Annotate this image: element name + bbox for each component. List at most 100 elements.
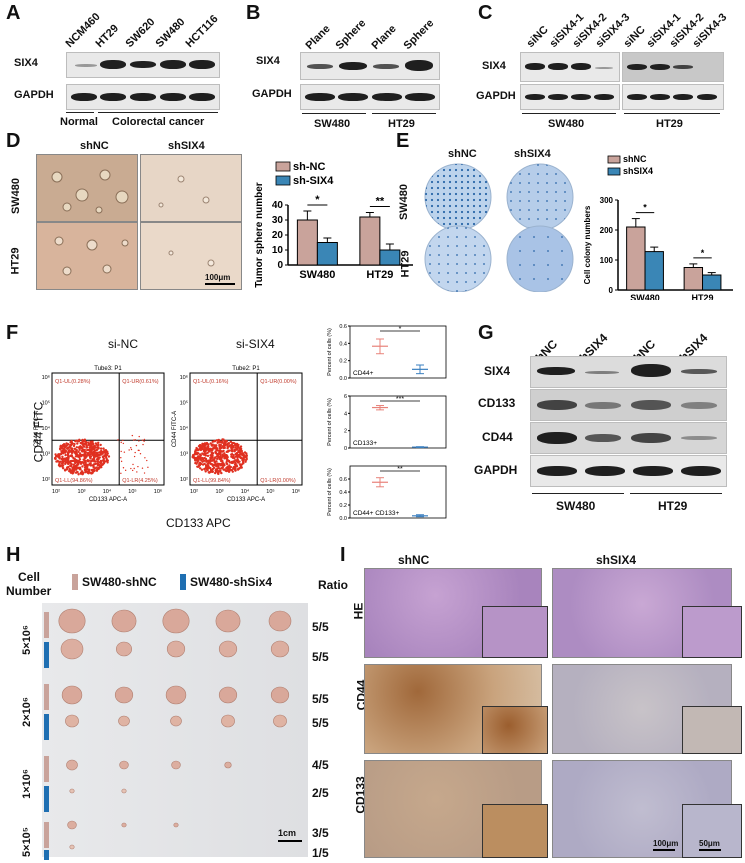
group-label: HT29 <box>388 118 415 130</box>
y-tick-label: 200 <box>600 226 614 235</box>
event-dot <box>93 449 97 452</box>
x-tick-label: 10⁴ <box>103 488 112 495</box>
event-dot <box>69 464 72 467</box>
row-label: HT29 <box>9 247 22 275</box>
event-dot <box>222 449 225 453</box>
event-dot <box>208 460 211 464</box>
event-dot <box>215 460 218 463</box>
event-dot <box>220 463 223 466</box>
col-label: shNC <box>448 148 477 160</box>
event-dot <box>225 462 229 466</box>
event-dot <box>102 447 105 450</box>
event-dot <box>124 469 127 472</box>
x-tick-label: HT29 <box>366 269 393 281</box>
tumor <box>69 788 75 794</box>
event-dot <box>134 439 136 441</box>
event-dot <box>203 467 206 471</box>
tumor <box>58 608 86 634</box>
event-dot <box>96 460 99 463</box>
subplot-tag: CD44+ CD133+ <box>353 510 399 517</box>
flow-events <box>53 434 149 476</box>
bar <box>379 249 401 266</box>
event-dot <box>89 445 93 448</box>
event-dot <box>221 465 225 469</box>
western-blot-six4-ht29 <box>622 52 724 82</box>
event-dot <box>79 454 83 458</box>
significance-marker: * <box>643 203 647 213</box>
event-dot <box>230 455 233 458</box>
event-dot <box>70 451 74 455</box>
y-tick-label: 0.6 <box>339 477 347 483</box>
event-dot <box>239 447 243 451</box>
event-dot <box>201 460 204 463</box>
sphere-image-sw480-shnc <box>36 154 138 222</box>
event-dot <box>67 442 70 446</box>
event-dot <box>242 453 245 456</box>
event-dot <box>203 442 207 445</box>
y-tick-label: 10² <box>42 477 50 483</box>
panel-label-i: I <box>340 544 346 566</box>
event-dot <box>65 456 69 460</box>
row-label: SIX4 <box>256 55 280 67</box>
group-label: SW480 <box>548 118 585 130</box>
event-dot <box>93 460 96 463</box>
event-dot <box>223 443 227 447</box>
event-dot <box>207 450 211 453</box>
ratio-value: 5/5 <box>312 692 329 706</box>
tumor <box>218 640 238 658</box>
event-dot <box>243 451 247 454</box>
event-dot <box>210 455 213 458</box>
event-dot <box>222 446 226 449</box>
event-dot <box>77 450 80 453</box>
subplot-frame <box>349 465 447 519</box>
y-tick-label: 0.4 <box>339 490 347 496</box>
ratio-value: 4/5 <box>312 758 329 772</box>
event-dot <box>96 457 100 460</box>
event-dot <box>96 443 100 447</box>
event-dot <box>76 461 79 464</box>
flow-cytometry-plot-sinc: Tube3: P1 Q1-UL(0.28%) Q1-UR(0.61%) Q1-LL(9… <box>34 366 165 503</box>
lane-label: SW620 <box>123 16 158 50</box>
event-dot <box>245 456 248 459</box>
ratio-value: 3/5 <box>312 826 329 840</box>
row-label: GAPDH <box>14 89 54 101</box>
y-tick-label: 10³ <box>180 452 188 458</box>
event-dot <box>74 461 77 465</box>
event-dot <box>96 462 100 466</box>
group-label: SW480 <box>556 499 596 513</box>
event-dot <box>198 464 202 467</box>
event-dot <box>138 435 140 438</box>
event-dot <box>120 472 122 475</box>
event-dot <box>206 454 210 458</box>
tumor <box>118 715 130 727</box>
event-dot <box>237 450 240 454</box>
event-dot <box>240 463 244 466</box>
event-dot <box>87 451 90 455</box>
event-dot <box>213 471 217 475</box>
bar <box>626 226 646 291</box>
event-dot <box>194 452 197 455</box>
panel-label-h: H <box>6 544 21 566</box>
event-dot <box>198 447 202 451</box>
lane-label: Plane <box>369 22 399 52</box>
event-dot <box>214 450 217 453</box>
event-dot <box>227 445 230 448</box>
subplot-frame <box>349 395 447 449</box>
event-dot <box>91 458 94 461</box>
event-dot <box>197 457 200 461</box>
bar <box>683 267 704 291</box>
event-dot <box>57 455 61 459</box>
y-tick-label: 40 <box>272 200 284 211</box>
tube-label: Tube2: P1 <box>232 366 260 372</box>
event-dot <box>235 464 238 467</box>
event-dot <box>87 463 91 466</box>
y-tick-label: 10⁶ <box>180 374 188 381</box>
event-dot <box>224 441 227 444</box>
y-tick-label: 0.2 <box>339 503 347 509</box>
event-dot <box>98 456 101 459</box>
event-dot <box>61 465 64 468</box>
y-tick-label: 0.4 <box>339 341 347 347</box>
quadrant-label: Q1-LL(94.86%) <box>55 478 93 484</box>
event-dot <box>130 467 132 470</box>
event-dot <box>81 447 84 451</box>
